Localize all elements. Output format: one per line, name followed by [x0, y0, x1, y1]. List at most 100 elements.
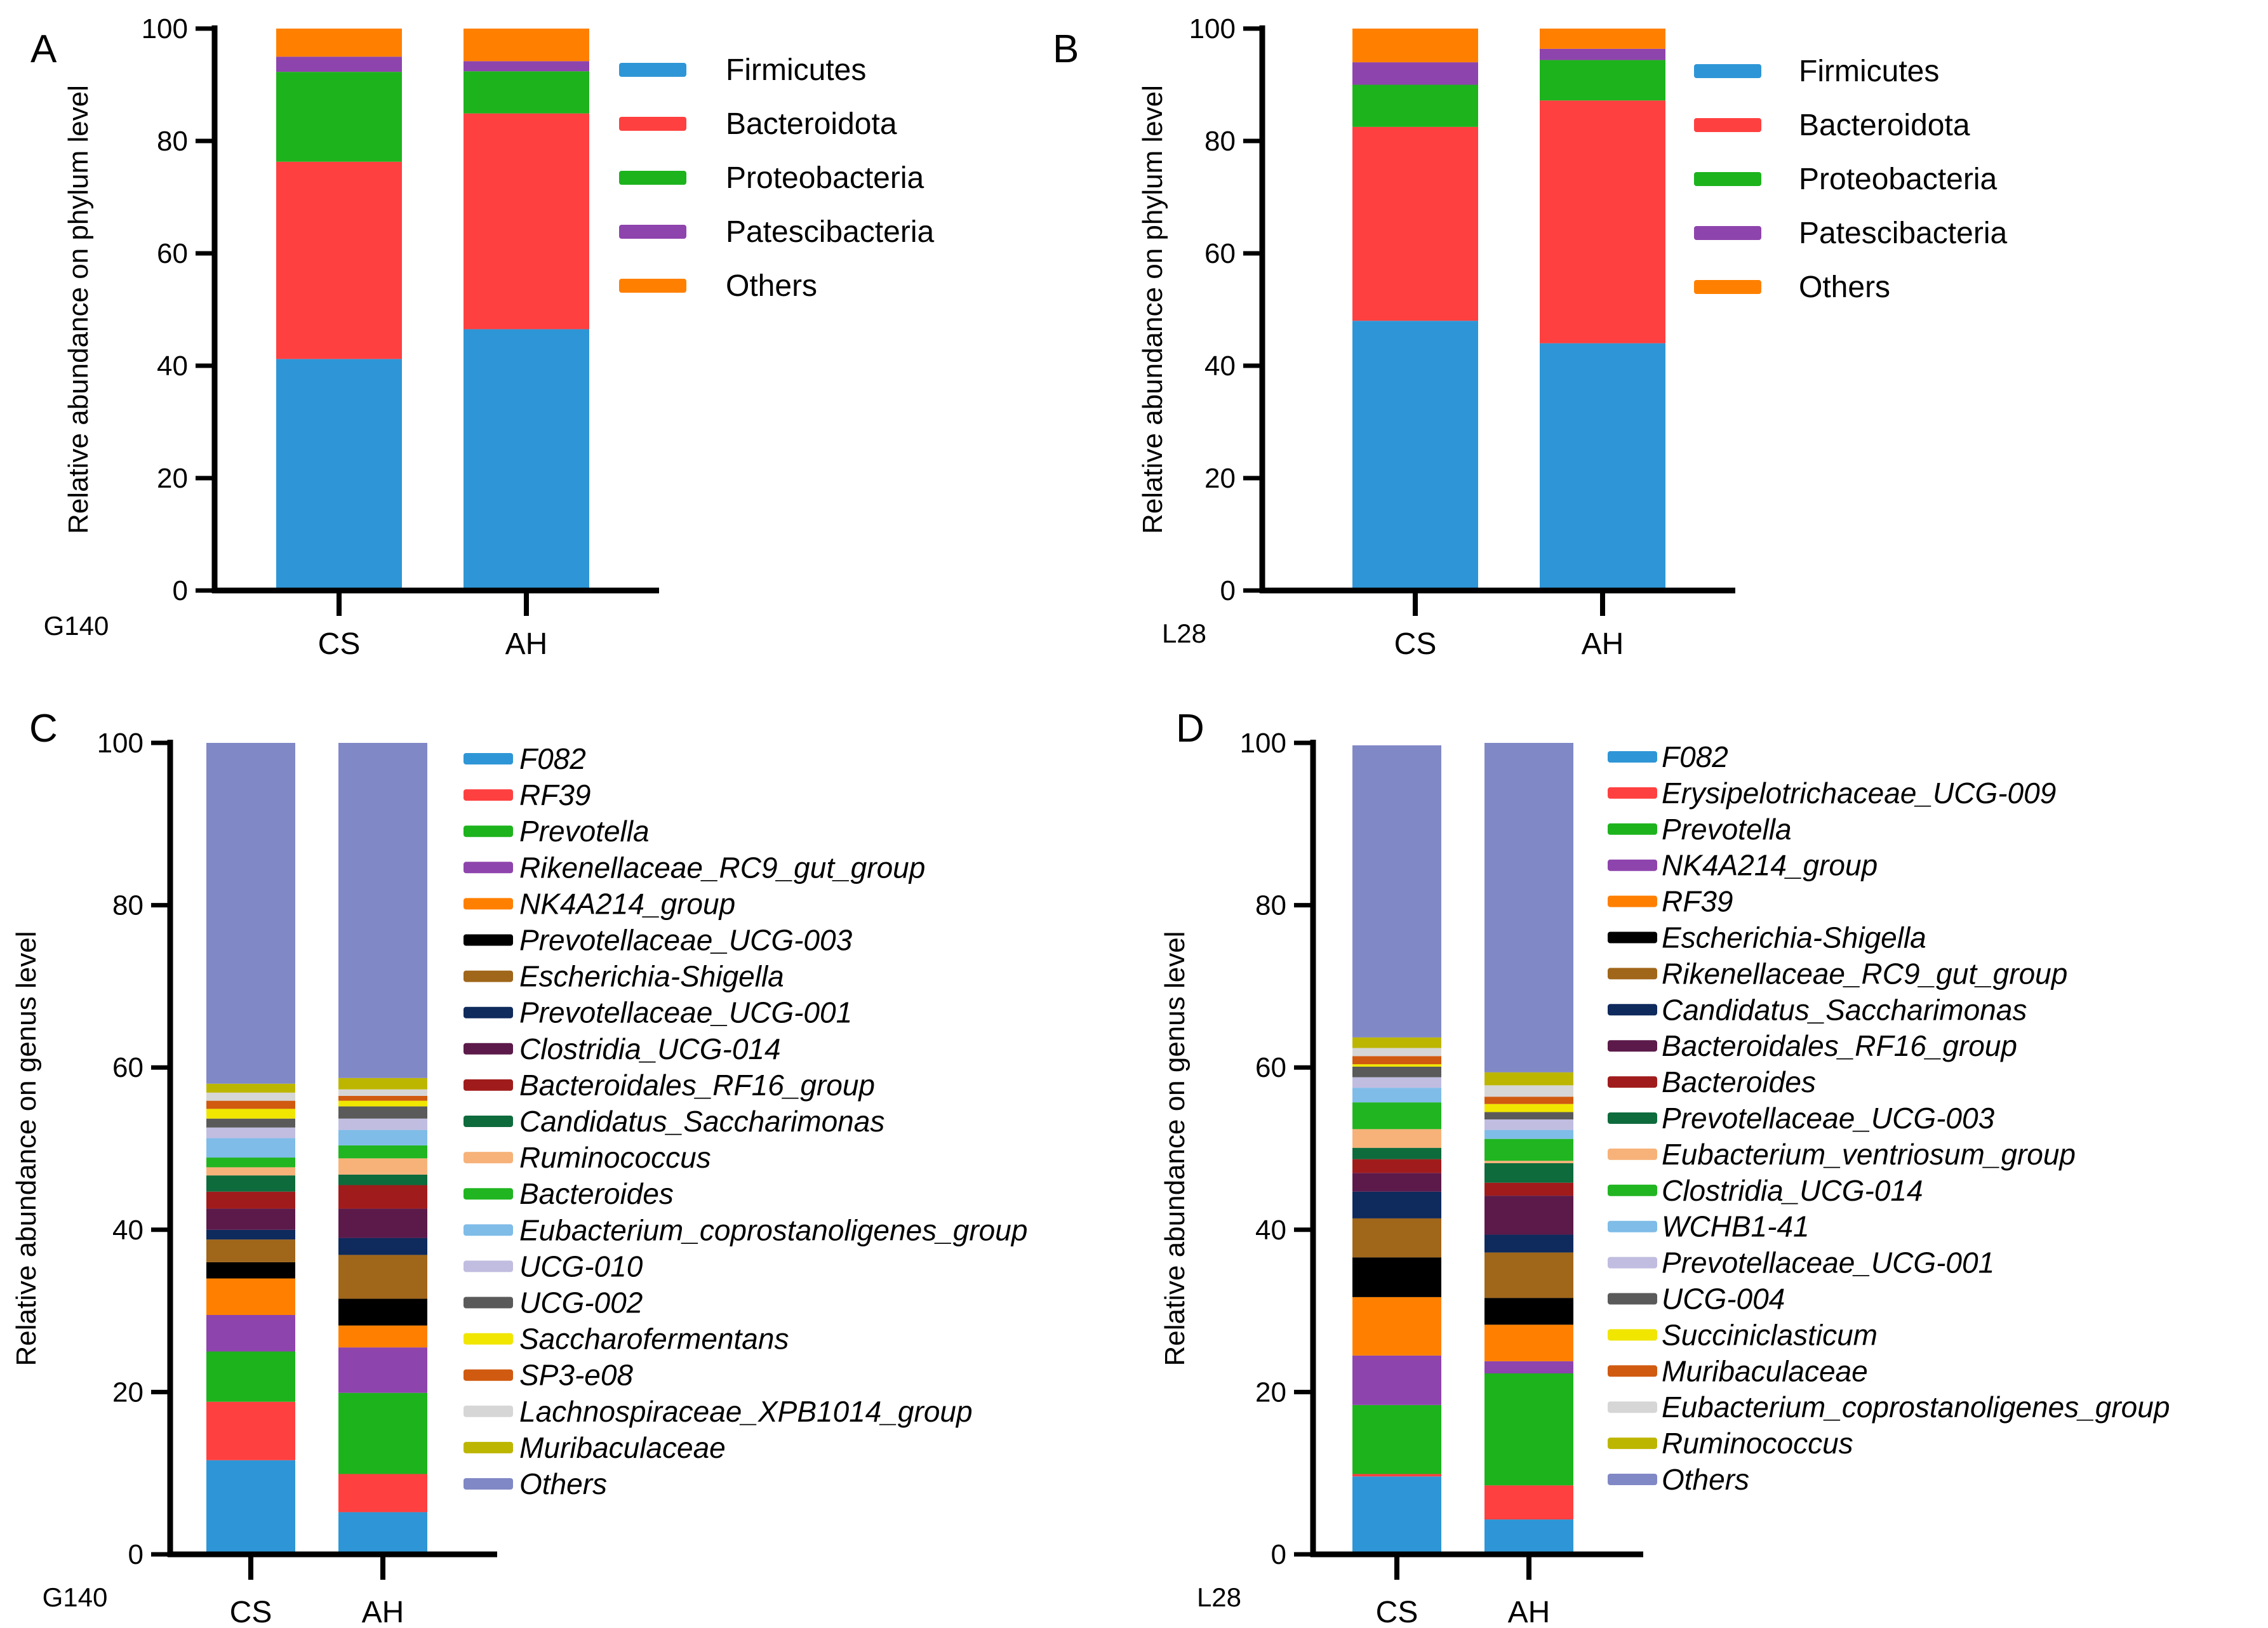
- bar-segment: [1484, 743, 1573, 1072]
- y-tick-label: 80: [1255, 890, 1286, 921]
- legend-swatch: [464, 753, 513, 764]
- legend-entry: Lachnospiraceae_XPB1014_group: [519, 1395, 973, 1428]
- bar-segment: [1352, 1064, 1441, 1067]
- legend-entry: Escherichia-Shigella: [1662, 921, 1926, 954]
- bar-segment: [1352, 84, 1478, 127]
- legend-swatch: [1608, 1004, 1657, 1016]
- bar-segment: [1352, 321, 1478, 590]
- legend: Firmicutes Bacteroidota Proteobacteria Pate…: [1694, 55, 2007, 304]
- legend-swatch: [1608, 895, 1657, 907]
- legend-swatch: [1608, 1076, 1657, 1088]
- bar-segment: [338, 1512, 427, 1554]
- group-label: L28: [1162, 618, 1206, 648]
- bar-segment: [1540, 48, 1665, 60]
- bar-segment: [1352, 1404, 1441, 1474]
- legend-swatch: [1608, 931, 1657, 944]
- bar-segment: [206, 1083, 295, 1093]
- bar-segment: [1484, 1182, 1573, 1196]
- legend-entry: Others: [726, 269, 817, 303]
- y-tick-label: 80: [157, 126, 188, 157]
- legend-entry: Eubacterium_ventriosum_group: [1662, 1138, 2076, 1171]
- y-tick-label: 40: [1255, 1215, 1286, 1246]
- legend-entry: Bacteroidota: [1799, 109, 1970, 142]
- bar-segment: [1484, 1324, 1573, 1361]
- bar-segment: [338, 1106, 427, 1119]
- bar-segment: [338, 1255, 427, 1299]
- x-category-label: AH: [505, 627, 548, 661]
- legend-entry: Muribaculaceae: [1662, 1354, 1868, 1387]
- bar-segment: [338, 1474, 427, 1512]
- legend-swatch: [464, 1152, 513, 1164]
- legend-entry: F082: [1662, 740, 1728, 773]
- legend-entry: Proteobacteria: [726, 161, 924, 195]
- y-axis-label: Relative abundance on phylum level: [63, 85, 94, 534]
- legend-entry: Rikenellaceae_RC9_gut_group: [519, 851, 925, 884]
- bar-segment: [338, 1130, 427, 1145]
- legend-swatch: [1608, 1184, 1657, 1196]
- bar-segment: [206, 1262, 295, 1279]
- y-tick-label: 0: [128, 1539, 143, 1570]
- legend-entry: Prevotellaceae_UCG-003: [519, 924, 853, 957]
- bar-segment: [1484, 1161, 1573, 1164]
- bar-segment: [206, 1208, 295, 1230]
- bar-segment: [1540, 100, 1665, 344]
- legend-entry: Ruminococcus: [519, 1141, 711, 1174]
- legend-entry: Bacteroidales_RF16_group: [519, 1069, 875, 1102]
- bar-segment: [338, 1095, 427, 1101]
- legend-swatch: [1608, 1040, 1657, 1052]
- x-category-label: CS: [1376, 1596, 1418, 1628]
- bar-segment: [276, 72, 402, 162]
- legend-entry: RF39: [519, 778, 590, 811]
- bar-segment: [338, 1347, 427, 1393]
- bar-segment: [1484, 1097, 1573, 1104]
- bar-segment: [206, 1239, 295, 1262]
- legend-entry: Bacteroidales_RF16_group: [1662, 1029, 2017, 1062]
- bar-segment: [1352, 62, 1478, 85]
- bar-segment: [338, 1158, 427, 1175]
- legend-swatch: [1608, 787, 1657, 799]
- legend-swatch: [464, 970, 513, 982]
- x-category-label: AH: [362, 1596, 404, 1628]
- y-axis-label: Relative abundance on genus level: [11, 931, 42, 1366]
- bar-segment: [1484, 1361, 1573, 1374]
- legend-entry: Firmicutes: [1799, 55, 1939, 88]
- legend-swatch: [464, 898, 513, 910]
- bar-segment: [338, 1298, 427, 1326]
- bar-segment: [276, 57, 402, 72]
- bar-segment: [1484, 1485, 1573, 1520]
- bar-segment: [1352, 1037, 1441, 1048]
- y-axis-label: Relative abundance on genus level: [1159, 931, 1191, 1366]
- bar-segment: [1484, 1085, 1573, 1097]
- legend-entry: Firmicutes: [726, 53, 866, 87]
- bar-segment: [1484, 1519, 1573, 1554]
- y-tick-label: 100: [97, 728, 143, 759]
- bar-segment: [206, 1229, 295, 1240]
- legend-swatch: [1608, 1401, 1657, 1413]
- y-tick-label: 40: [1204, 350, 1236, 382]
- legend-entry: SP3-e08: [519, 1359, 633, 1392]
- group-label: L28: [1197, 1582, 1241, 1612]
- legend-swatch: [464, 934, 513, 946]
- x-category-label: CS: [230, 1596, 272, 1628]
- legend-swatch: [464, 1441, 513, 1453]
- legend-swatch: [464, 862, 513, 874]
- panel-letter: C: [29, 707, 58, 751]
- bar-segment: [1352, 1088, 1441, 1103]
- bar-segment: [464, 61, 589, 72]
- legend-entry: Prevotellaceae_UCG-001: [519, 996, 852, 1029]
- legend-entry: F082: [519, 742, 586, 775]
- legend-entry: Others: [519, 1467, 607, 1500]
- legend-swatch: [1608, 1257, 1657, 1269]
- legend-swatch: [464, 1333, 513, 1345]
- bar-segment: [338, 1100, 427, 1107]
- legend-entry: UCG-004: [1662, 1283, 1785, 1316]
- legend-swatch: [464, 1188, 513, 1200]
- legend-swatch: [1608, 1438, 1657, 1450]
- bar-segment: [1540, 60, 1665, 101]
- legend-swatch: [464, 1116, 513, 1127]
- bar-segment: [338, 1174, 427, 1185]
- x-category-label: CS: [318, 627, 361, 661]
- legend-swatch: [1694, 280, 1761, 294]
- legend-entry: Bacteroides: [519, 1177, 674, 1210]
